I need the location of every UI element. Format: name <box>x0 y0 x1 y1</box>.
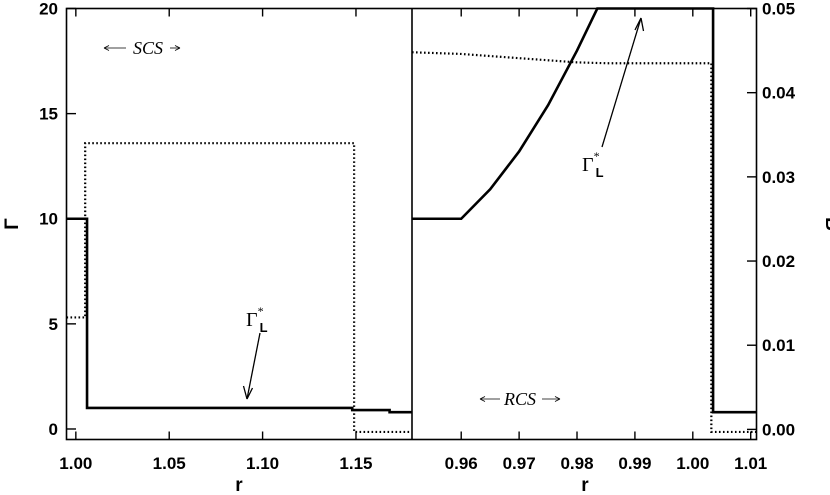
right-series-solid-line <box>412 7 757 414</box>
right-x-tick-label: 0.96 <box>445 454 478 473</box>
right-y-tick-label: 0.02 <box>762 252 795 271</box>
gamma-l-arrow-left <box>246 332 261 400</box>
left-y-tick-label: 5 <box>49 315 58 334</box>
right-x-axis-title: r <box>581 475 589 495</box>
left-x-tick-label: 1.05 <box>153 454 186 473</box>
rcs-arrowhead-left-icon <box>479 396 486 402</box>
left-series-dotted-line <box>66 142 412 434</box>
scs-arrowhead-right-icon <box>174 45 181 51</box>
rcs-label: RCS <box>503 389 536 409</box>
right-x-tick-label: 0.98 <box>560 454 593 473</box>
gamma-l-sup-right: * <box>594 149 600 163</box>
scs-label: SCS <box>133 38 163 58</box>
right-y-tick-label: 0.00 <box>762 420 795 439</box>
right-x-tick-label: 0.99 <box>618 454 651 473</box>
rcs-annotation: RCS <box>479 389 561 409</box>
left-y-tick-label: 15 <box>39 105 58 124</box>
gamma-l-arrowhead-right-icon <box>634 17 645 32</box>
left-y-tick-label: 20 <box>39 0 58 19</box>
right-x-tick-label: 0.97 <box>503 454 536 473</box>
tick-labels: 1.00 1.05 1.10 1.15 0 5 10 15 20 0.96 0.97 0.98 0.99… <box>39 0 796 473</box>
left-series-solid-line <box>66 217 412 414</box>
gamma-l-sup-left: * <box>258 304 264 318</box>
right-y-tick-label: 0.04 <box>762 84 796 103</box>
gamma-l-base-left: Γ <box>246 309 258 331</box>
gamma-l-arrowhead-left-icon <box>242 385 254 400</box>
scs-arrowhead-left-icon <box>103 45 110 51</box>
left-x-tick-label: 1.10 <box>246 454 279 473</box>
gamma-l-annotation-left: Γ* L <box>242 304 268 400</box>
plot-frame <box>65 7 758 441</box>
data-curves <box>66 7 757 434</box>
left-x-tick-label: 1.15 <box>339 454 372 473</box>
right-y-tick-label: 0.03 <box>762 168 795 187</box>
scs-annotation: SCS <box>103 38 181 58</box>
gamma-l-annotation-right: Γ* L <box>582 17 645 180</box>
right-y-axis-title: B <box>821 217 830 231</box>
right-series-dotted-line <box>411 51 757 434</box>
gamma-l-sub-right: L <box>596 165 604 180</box>
left-x-axis-title: r <box>235 475 243 495</box>
rcs-arrowhead-right-icon <box>554 396 561 402</box>
right-x-tick-label: 1.01 <box>734 454 767 473</box>
right-y-tick-label: 0.01 <box>762 336 795 355</box>
gamma-l-sub-left: L <box>260 320 268 335</box>
left-x-tick-label: 1.00 <box>59 454 92 473</box>
gamma-l-label-right: Γ* L <box>582 149 604 180</box>
gamma-l-label-left: Γ* L <box>246 304 268 335</box>
gamma-l-arrow-right <box>601 17 642 148</box>
left-y-tick-label: 0 <box>49 420 58 439</box>
left-y-tick-label: 10 <box>39 210 58 229</box>
gamma-l-base-right: Γ <box>582 154 594 176</box>
right-y-tick-label: 0.05 <box>762 0 795 19</box>
right-x-tick-label: 1.00 <box>676 454 709 473</box>
left-y-axis-title: Γ <box>2 218 23 230</box>
